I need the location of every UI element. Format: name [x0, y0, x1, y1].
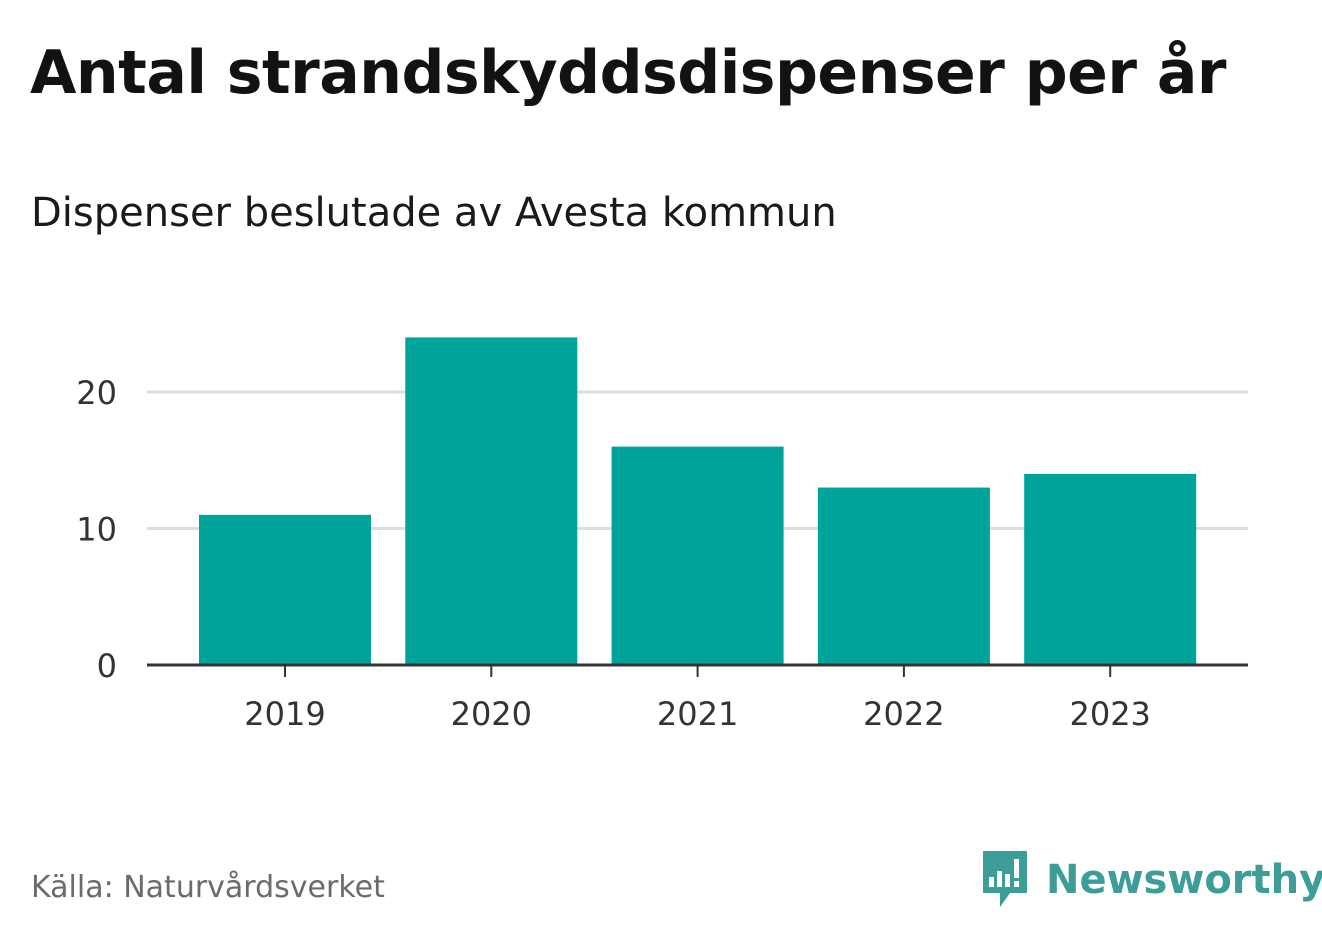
- brand-name: Newsworthy: [1046, 857, 1322, 903]
- newsworthy-logo-icon: [983, 851, 1027, 907]
- chart-subtitle: Dispenser beslutade av Avesta kommun: [31, 190, 837, 236]
- brand: Newsworthy: [980, 848, 1322, 912]
- x-tick-label-2020: 2020: [451, 695, 532, 733]
- bar-2019: [199, 514, 371, 665]
- bar-2022: [817, 487, 990, 665]
- bar-2021: [611, 446, 784, 665]
- bar-2020: [405, 337, 578, 665]
- bar-2023: [1024, 473, 1197, 665]
- x-tick-label-2021: 2021: [657, 695, 738, 733]
- source-note: Källa: Naturvårdsverket: [31, 870, 385, 905]
- chart-title: Antal strandskyddsdispenser per år: [30, 38, 1226, 108]
- x-tick-label-2022: 2022: [863, 695, 944, 733]
- y-tick-label-10: 10: [76, 511, 117, 549]
- x-tick-label-2023: 2023: [1069, 695, 1150, 733]
- x-tick-label-2019: 2019: [244, 695, 325, 733]
- y-tick-label-20: 20: [76, 374, 117, 412]
- y-tick-label-0: 0: [97, 647, 117, 685]
